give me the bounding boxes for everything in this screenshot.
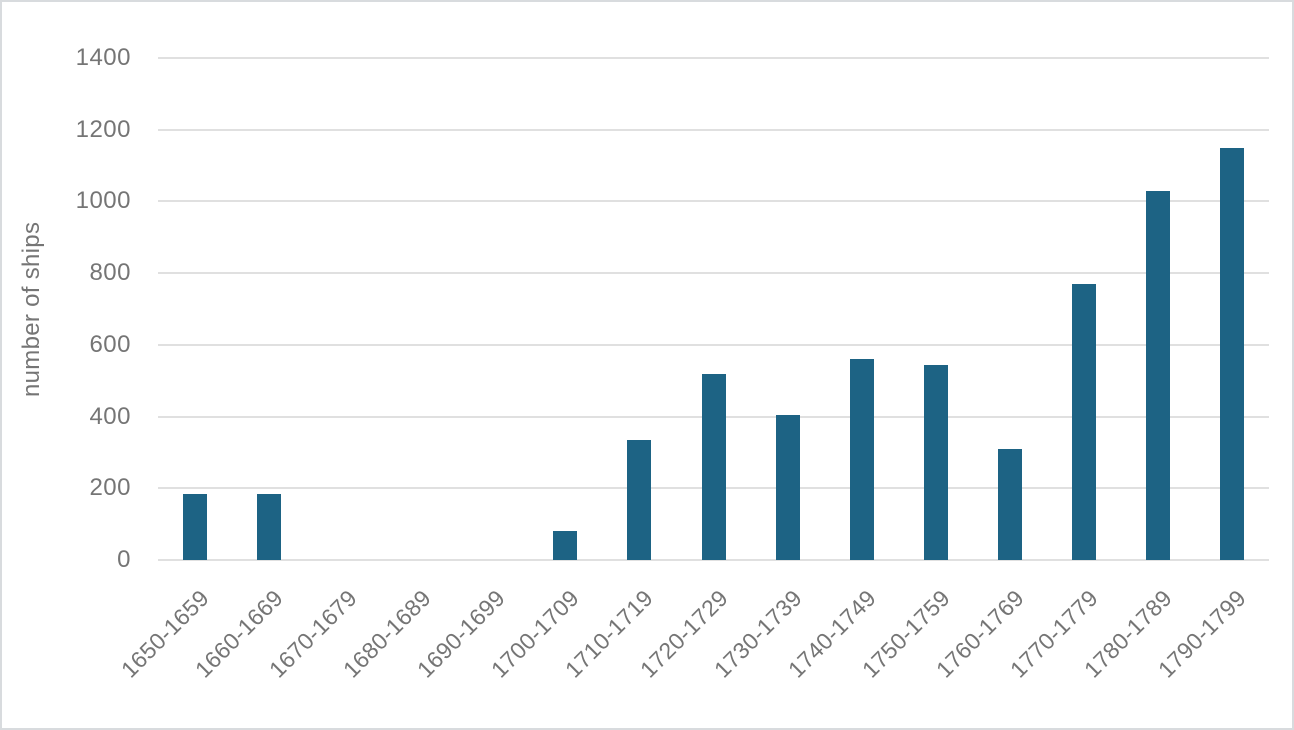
bar-1740-1749 [849,359,874,560]
bar-1780-1789 [1145,190,1170,560]
y-tick-label: 1200 [75,115,131,143]
y-tick-label: 200 [89,474,131,502]
bar-1770-1779 [1071,283,1096,560]
gridline-0 [158,559,1269,561]
gridline-800 [158,272,1269,275]
bar-1710-1719 [627,439,652,560]
gridline-600 [158,343,1269,346]
gridline-1200 [158,128,1269,131]
gridline-1000 [158,200,1269,203]
bar-1700-1709 [553,531,578,560]
y-tick-label: 600 [89,330,131,358]
gridline-1400 [158,57,1269,59]
bar-1660-1669 [257,493,282,560]
bar-1790-1799 [1219,147,1244,560]
bar-1650-1659 [183,493,208,560]
y-tick-label: 400 [89,402,131,430]
bar-1730-1739 [775,414,800,560]
y-tick-label: 1000 [75,187,131,215]
y-tick-label: 0 [117,546,131,573]
bar-1750-1759 [923,364,948,560]
bar-1720-1729 [701,373,726,560]
bar-1760-1769 [997,448,1022,560]
y-tick-label: 1400 [75,44,131,71]
y-tick-label: 800 [89,259,131,287]
